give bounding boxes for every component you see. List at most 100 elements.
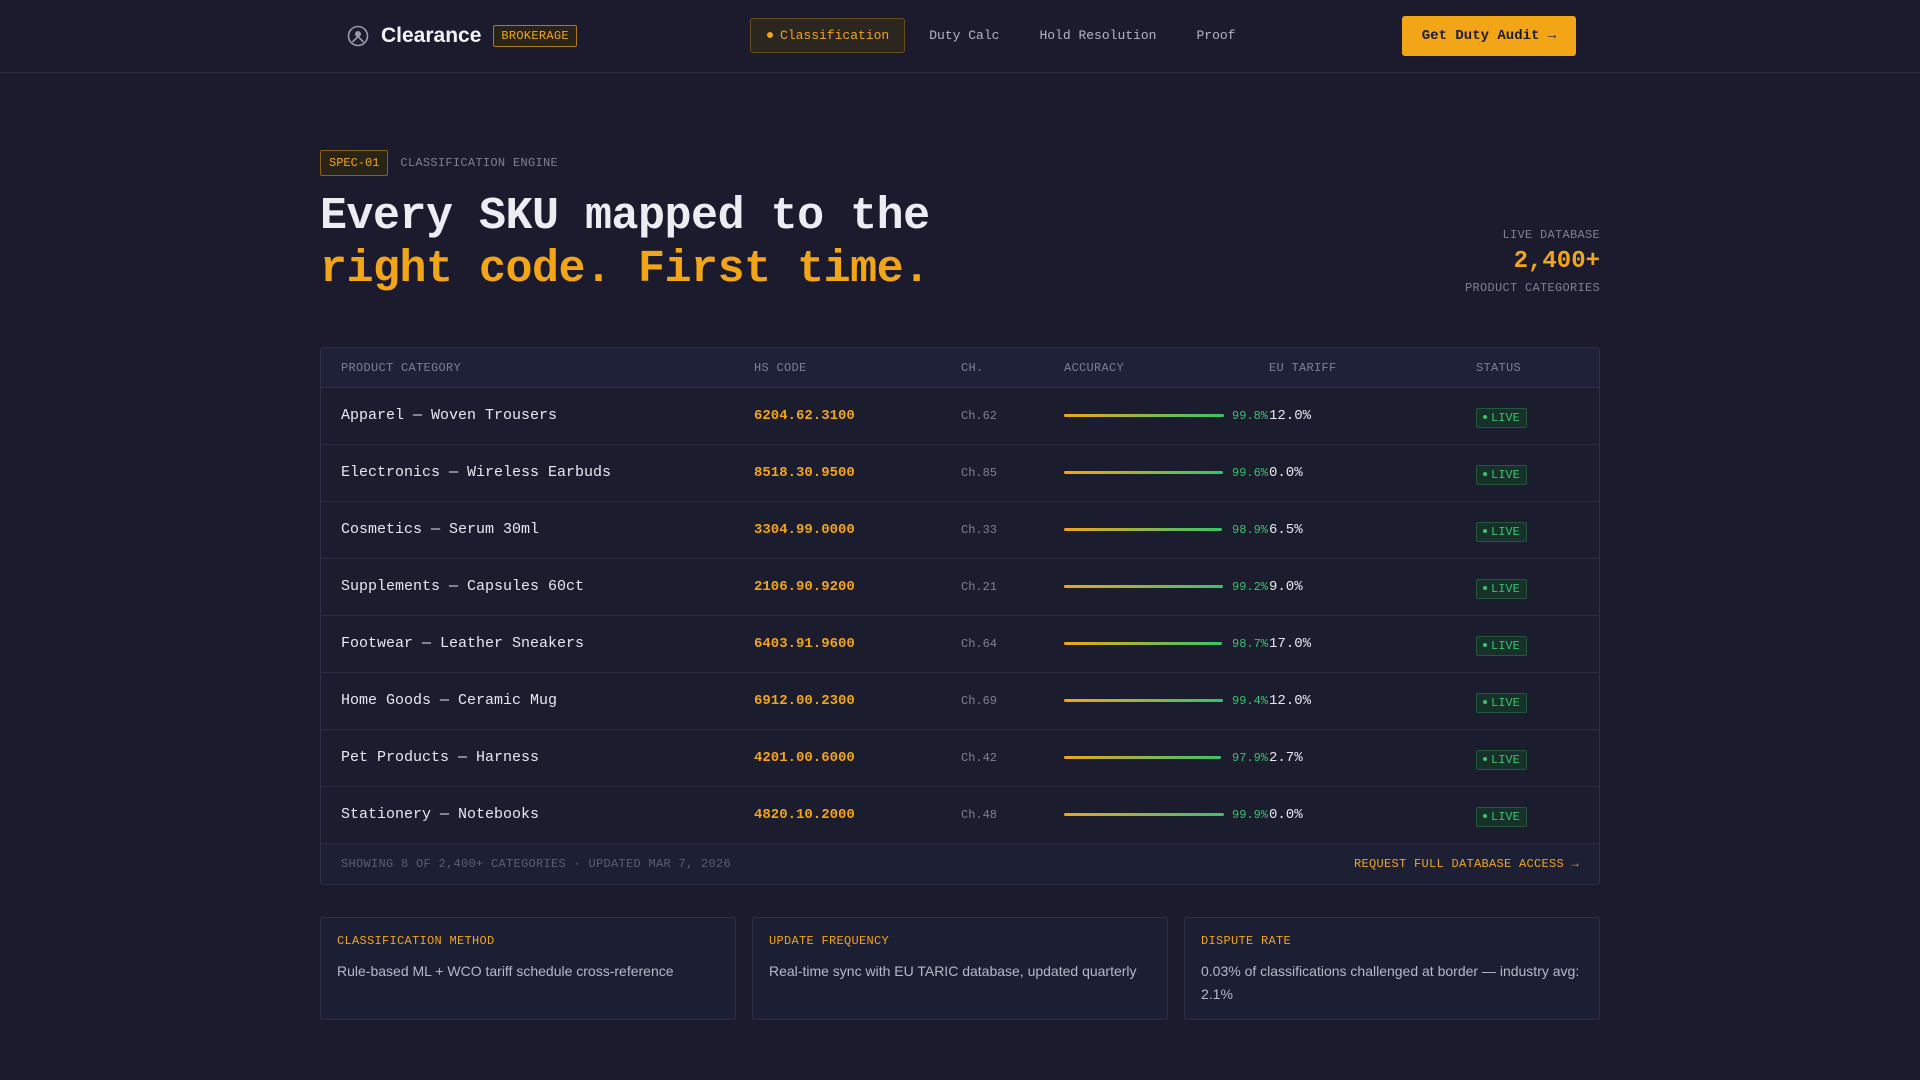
eu-tariff: 12.0% [1269,408,1312,424]
table-row[interactable]: Footwear — Leather Sneakers 6403.91.9600 C… [321,616,1599,673]
chapter: Ch.21 [961,580,998,594]
eu-tariff: 0.0% [1269,465,1303,481]
chapter: Ch.42 [961,751,998,765]
status-badge: LIVE [1476,636,1527,656]
table-row[interactable]: Electronics — Wireless Earbuds 8518.30.95… [321,445,1599,502]
table-row[interactable]: Stationery — Notebooks 4820.10.2000 Ch.48 9… [321,787,1599,844]
chapter: Ch.48 [961,808,998,822]
chapter: Ch.85 [961,466,998,480]
card-classification-method: CLASSIFICATION METHOD Rule-based ML + WC… [320,917,736,1020]
headline-line-1: Every SKU mapped to the [320,191,930,242]
status-label: LIVE [1491,753,1520,767]
nav-link-label: Classification [780,28,890,43]
card-update-frequency: UPDATE FREQUENCY Real-time sync with EU … [752,917,1168,1020]
hs-code: 6403.91.9600 [754,636,855,652]
status: LIVE [1476,750,1527,770]
headline-line-2: right code. First time. [320,244,930,295]
status-dot-icon [1483,813,1487,818]
card-title: CLASSIFICATION METHOD [337,934,495,948]
status-dot-icon [1483,756,1487,761]
eu-tariff: 2.7% [1269,750,1303,766]
table-footer-summary: SHOWING 8 OF 2,400+ CATEGORIES · UPDATED… [341,857,732,871]
accuracy-value: 97.9% [1232,751,1269,765]
accuracy: 99.4% [1064,673,1270,729]
accuracy-value: 99.9% [1232,808,1269,822]
stat-sub: PRODUCT CATEGORIES [1464,281,1600,295]
status-label: LIVE [1491,411,1520,425]
nav-link-classification[interactable]: Classification [750,18,906,53]
table-row[interactable]: Pet Products — Harness 4201.00.6000 Ch.42 9… [321,730,1599,787]
product-category: Supplements — Capsules 60ct [341,578,585,595]
table-header: PRODUCT CATEGORY HS CODE CH. ACCURACY EU… [321,348,1599,388]
accuracy-value: 99.2% [1232,580,1269,594]
hs-code: 8518.30.9500 [754,465,855,481]
card-body: Real-time sync with EU TARIC database, u… [769,963,1137,979]
active-dot-icon [767,31,773,38]
accuracy: 98.9% [1064,502,1270,558]
status-dot-icon [1483,471,1487,476]
status-badge: LIVE [1476,750,1527,770]
product-category: Stationery — Notebooks [341,806,540,823]
hs-code: 3304.99.0000 [754,522,855,538]
table-row[interactable]: Cosmetics — Serum 30ml 3304.99.0000 Ch.33 9… [321,502,1599,559]
accuracy: 99.2% [1064,559,1270,615]
card-body: Rule-based ML + WCO tariff schedule cros… [337,963,674,979]
hs-code: 4201.00.6000 [754,750,855,766]
status-dot-icon [1483,699,1487,704]
accuracy-bar [1064,471,1223,474]
accuracy: 99.8% [1064,388,1270,444]
status: LIVE [1476,693,1527,713]
status: LIVE [1476,408,1527,428]
get-duty-audit-button[interactable]: Get Duty Audit → [1402,16,1576,56]
nav-link-hold-resolution[interactable]: Hold Resolution [1039,28,1157,43]
nav-link-duty-calc[interactable]: Duty Calc [929,28,1000,43]
header-accuracy: ACCURACY [1064,361,1125,375]
status: LIVE [1476,807,1527,827]
accuracy-value: 99.8% [1232,409,1269,423]
status-dot-icon [1483,528,1487,533]
status-label: LIVE [1491,582,1520,596]
status-label: LIVE [1491,525,1520,539]
spec-header: SPEC-01 CLASSIFICATION ENGINE [320,150,558,176]
chapter: Ch.64 [961,637,998,651]
chapter: Ch.69 [961,694,998,708]
table-row[interactable]: Home Goods — Ceramic Mug 6912.00.2300 Ch.6… [321,673,1599,730]
accuracy: 99.6% [1064,445,1270,501]
brand[interactable]: Clearance BROKERAGE [347,23,577,49]
status-label: LIVE [1491,468,1520,482]
hs-code: 6204.62.3100 [754,408,855,424]
status-badge: LIVE [1476,579,1527,599]
status-badge: LIVE [1476,465,1527,485]
card-dispute-rate: DISPUTE RATE 0.03% of classifications ch… [1184,917,1600,1020]
table-row[interactable]: Supplements — Capsules 60ct 2106.90.9200 C… [321,559,1599,616]
card-title: UPDATE FREQUENCY [769,934,890,948]
eu-tariff: 17.0% [1269,636,1312,652]
stat-value: 2,400+ [1513,248,1600,275]
classification-table: PRODUCT CATEGORY HS CODE CH. ACCURACY EU… [320,347,1600,885]
status: LIVE [1476,522,1527,542]
stat-label: LIVE DATABASE [1502,228,1600,242]
card-title: DISPUTE RATE [1201,934,1292,948]
card-body: 0.03% of classifications challenged at b… [1201,963,1580,1002]
accuracy-bar [1064,585,1223,588]
spec-tag: SPEC-01 [320,150,389,176]
chapter: Ch.62 [961,409,998,423]
compass-icon [347,25,369,47]
eu-tariff: 0.0% [1269,807,1303,823]
chapter: Ch.33 [961,523,998,537]
accuracy-value: 98.7% [1232,637,1269,651]
status-dot-icon [1483,585,1487,590]
product-category: Home Goods — Ceramic Mug [341,692,558,709]
accuracy-value: 99.6% [1232,466,1269,480]
accuracy: 97.9% [1064,730,1270,786]
status-badge: LIVE [1476,693,1527,713]
status: LIVE [1476,636,1527,656]
accuracy-bar [1064,528,1222,531]
accuracy: 99.9% [1064,787,1270,843]
product-category: Pet Products — Harness [341,749,540,766]
header-chapter: CH. [961,361,984,375]
status-dot-icon [1483,642,1487,647]
table-row[interactable]: Apparel — Woven Trousers 6204.62.3100 Ch.6… [321,388,1599,445]
request-database-access-link[interactable]: REQUEST FULL DATABASE ACCESS → [1353,857,1579,871]
nav-link-proof[interactable]: Proof [1196,28,1236,43]
